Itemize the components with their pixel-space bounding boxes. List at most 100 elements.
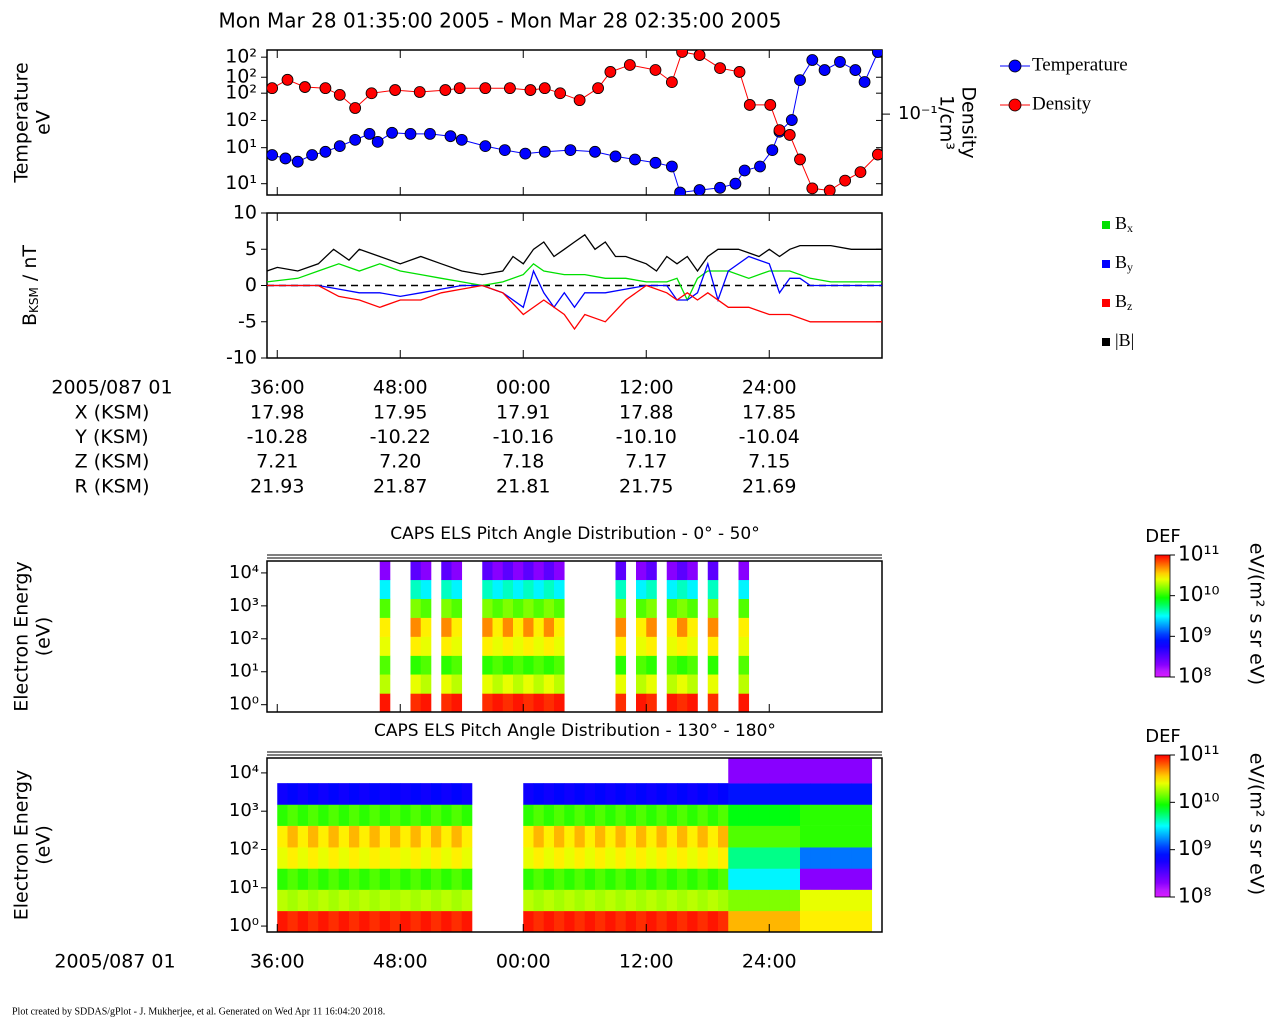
legend-marker <box>1102 260 1110 268</box>
data-point <box>754 160 766 173</box>
data-point <box>665 160 678 173</box>
heatmap-cell <box>738 598 750 618</box>
y-tick-label: 10¹ <box>229 877 259 898</box>
heatmap-cell <box>390 825 401 848</box>
heatmap-cell <box>554 868 565 890</box>
heatmap-cell <box>646 636 657 656</box>
data-point <box>279 152 292 165</box>
heatmap-cell <box>420 655 432 675</box>
heatmap-cell <box>636 804 647 826</box>
heatmap-cell <box>513 693 524 713</box>
axis-label-part: KSM <box>27 287 41 313</box>
heatmap-cell <box>492 693 504 713</box>
x-tick-label: 00:00 <box>496 951 551 973</box>
heatmap-cell <box>554 579 565 599</box>
data-point <box>333 88 346 101</box>
heatmap-cell <box>759 889 770 912</box>
heatmap-cell <box>800 868 811 890</box>
heatmap-cell <box>707 693 719 713</box>
heatmap-cell <box>707 847 719 869</box>
heatmap-cell <box>297 804 309 826</box>
colorbar <box>1154 554 1171 678</box>
data-point <box>424 127 436 140</box>
data-point <box>349 133 362 146</box>
data-point <box>714 62 726 74</box>
heatmap-cell <box>789 783 801 805</box>
heatmap-cell <box>379 889 391 912</box>
colorbar-tick-label: 10⁹ <box>1178 623 1211 647</box>
y-tick-label: 0 <box>245 274 257 296</box>
heatmap-cell <box>625 783 637 805</box>
heatmap-cell <box>502 693 514 713</box>
heatmap-cell <box>738 783 750 805</box>
heatmap-cell <box>492 674 504 694</box>
heatmap-cell <box>605 804 616 826</box>
ephemeris-value: -10.04 <box>739 426 800 448</box>
heatmap-cell <box>533 561 545 581</box>
heatmap-cell <box>349 889 360 912</box>
colorbar-units: eV/(m² s sr eV) <box>1246 753 1268 895</box>
heatmap-cell <box>410 561 422 581</box>
heatmap-cell <box>523 693 534 713</box>
heatmap-cell <box>666 847 678 869</box>
heatmap-cell <box>379 617 391 637</box>
heatmap-cell <box>451 617 463 637</box>
heatmap-cell <box>287 847 299 869</box>
heatmap-cell <box>574 868 586 890</box>
y-tick-label: -5 <box>238 310 257 332</box>
heatmap-cell <box>297 783 309 805</box>
heatmap-cell <box>728 783 739 805</box>
heatmap-cell <box>492 617 504 637</box>
heatmap-cell <box>359 804 370 826</box>
heatmap-cell <box>277 910 288 933</box>
heatmap-cell <box>400 889 411 912</box>
heatmap-cell <box>636 674 647 694</box>
heatmap-cell <box>697 868 709 890</box>
heatmap-cell <box>451 847 463 869</box>
heatmap-cell <box>718 910 729 933</box>
x-tick-label: 12:00 <box>619 951 674 973</box>
y-tick-label: 10⁰ <box>229 694 259 715</box>
data-point <box>333 140 346 153</box>
data-point <box>538 145 551 158</box>
heatmap-cell <box>789 847 801 869</box>
heatmap-cell <box>359 868 370 890</box>
heatmap-cell <box>410 693 422 713</box>
heatmap-cell <box>707 804 719 826</box>
heatmap-cell <box>728 825 739 848</box>
heatmap-cell <box>615 889 627 912</box>
heatmap-cell <box>390 889 401 912</box>
ephemeris-value: 17.91 <box>496 402 550 424</box>
legend-marker <box>1102 299 1110 307</box>
heatmap-cell <box>379 674 391 694</box>
heatmap-cell <box>349 910 360 933</box>
heatmap-cell <box>584 910 596 933</box>
heatmap-cell <box>646 910 657 933</box>
heatmap-cell <box>441 868 452 890</box>
data-point <box>363 127 376 140</box>
heatmap-cell <box>554 804 565 826</box>
axis-label: (eV) <box>33 617 55 657</box>
heatmap-cell <box>728 889 739 912</box>
data-point <box>665 76 678 89</box>
heatmap-cell <box>379 655 391 675</box>
heatmap-cell <box>297 889 309 912</box>
heatmap-cell <box>615 910 627 933</box>
heatmap-cell <box>359 910 370 933</box>
heatmap-cell <box>554 783 565 805</box>
data-point <box>439 84 452 96</box>
x-axis-label: 2005/087 01 <box>54 951 175 973</box>
heatmap-cell <box>595 825 606 848</box>
heatmap-cell <box>482 693 493 713</box>
heatmap-cell <box>523 579 534 599</box>
heatmap-cell <box>338 804 350 826</box>
legend-label: Bz <box>1115 291 1132 313</box>
heatmap-cell <box>410 674 422 694</box>
heatmap-cell <box>759 783 770 805</box>
heatmap-cell <box>328 825 340 848</box>
data-point <box>386 126 398 139</box>
heatmap-cell <box>482 636 493 656</box>
heatmap-cell <box>533 674 545 694</box>
heatmap-cell <box>769 804 780 826</box>
y-tick-label: 10⁰ <box>229 915 259 936</box>
